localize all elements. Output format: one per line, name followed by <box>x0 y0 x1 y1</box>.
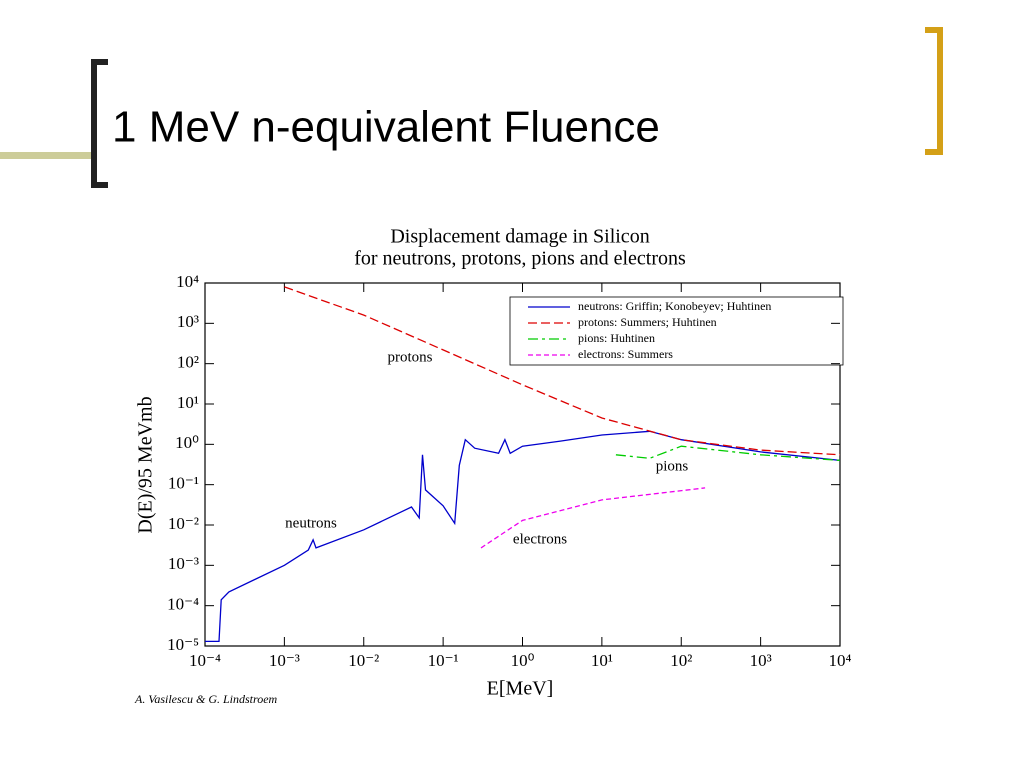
y-tick-label: 10⁻⁴ <box>167 595 199 614</box>
x-tick-label: 10⁻³ <box>269 651 300 670</box>
x-tick-label: 10¹ <box>591 651 613 670</box>
series-line <box>480 487 706 549</box>
annotation: electrons <box>513 531 567 547</box>
chart-title: Displacement damage in Silicon <box>390 226 649 248</box>
x-axis-label: E[MeV] <box>487 678 554 700</box>
legend-box <box>509 296 844 366</box>
x-tick-label: 10⁰ <box>511 651 535 670</box>
y-tick-label: 10⁴ <box>176 272 199 291</box>
annotation: protons <box>388 349 433 365</box>
y-axis-label: D(E)/95 MeVmb <box>135 396 157 533</box>
x-tick-label: 10² <box>670 651 692 670</box>
y-tick-label: 10⁰ <box>175 433 199 452</box>
accent-bar <box>0 152 95 159</box>
credit: A. Vasilescu & G. Lindstroem <box>134 692 278 706</box>
annotation: neutrons <box>285 515 337 531</box>
y-tick-label: 10⁻³ <box>168 554 199 573</box>
y-tick-label: 10⁻⁵ <box>167 635 199 654</box>
series-line <box>615 445 841 462</box>
y-tick-label: 10⁻¹ <box>168 474 199 493</box>
x-tick-label: 10³ <box>750 651 772 670</box>
x-tick-label: 10⁻² <box>348 651 379 670</box>
y-tick-label: 10³ <box>177 312 199 331</box>
y-tick-label: 10⁻² <box>168 514 199 533</box>
left-bracket <box>91 59 108 188</box>
legend-label: pions: Huhtinen <box>578 331 655 345</box>
x-tick-label: 10⁻⁴ <box>189 651 221 670</box>
legend-label: neutrons: Griffin; Konobeyev; Huhtinen <box>578 299 771 313</box>
x-tick-label: 10⁻¹ <box>428 651 459 670</box>
series-line <box>284 286 841 456</box>
slide-title: 1 MeV n-equivalent Fluence <box>112 103 660 152</box>
annotation: pions <box>656 458 689 474</box>
right-bracket <box>925 27 943 155</box>
y-tick-label: 10¹ <box>177 393 199 412</box>
legend-label: electrons: Summers <box>578 347 673 361</box>
y-tick-label: 10² <box>177 353 199 372</box>
chart-subtitle: for neutrons, protons, pions and electro… <box>354 248 686 270</box>
x-tick-label: 10⁴ <box>829 651 852 670</box>
legend-label: protons: Summers; Huhtinen <box>578 315 717 329</box>
series-line <box>205 430 841 643</box>
